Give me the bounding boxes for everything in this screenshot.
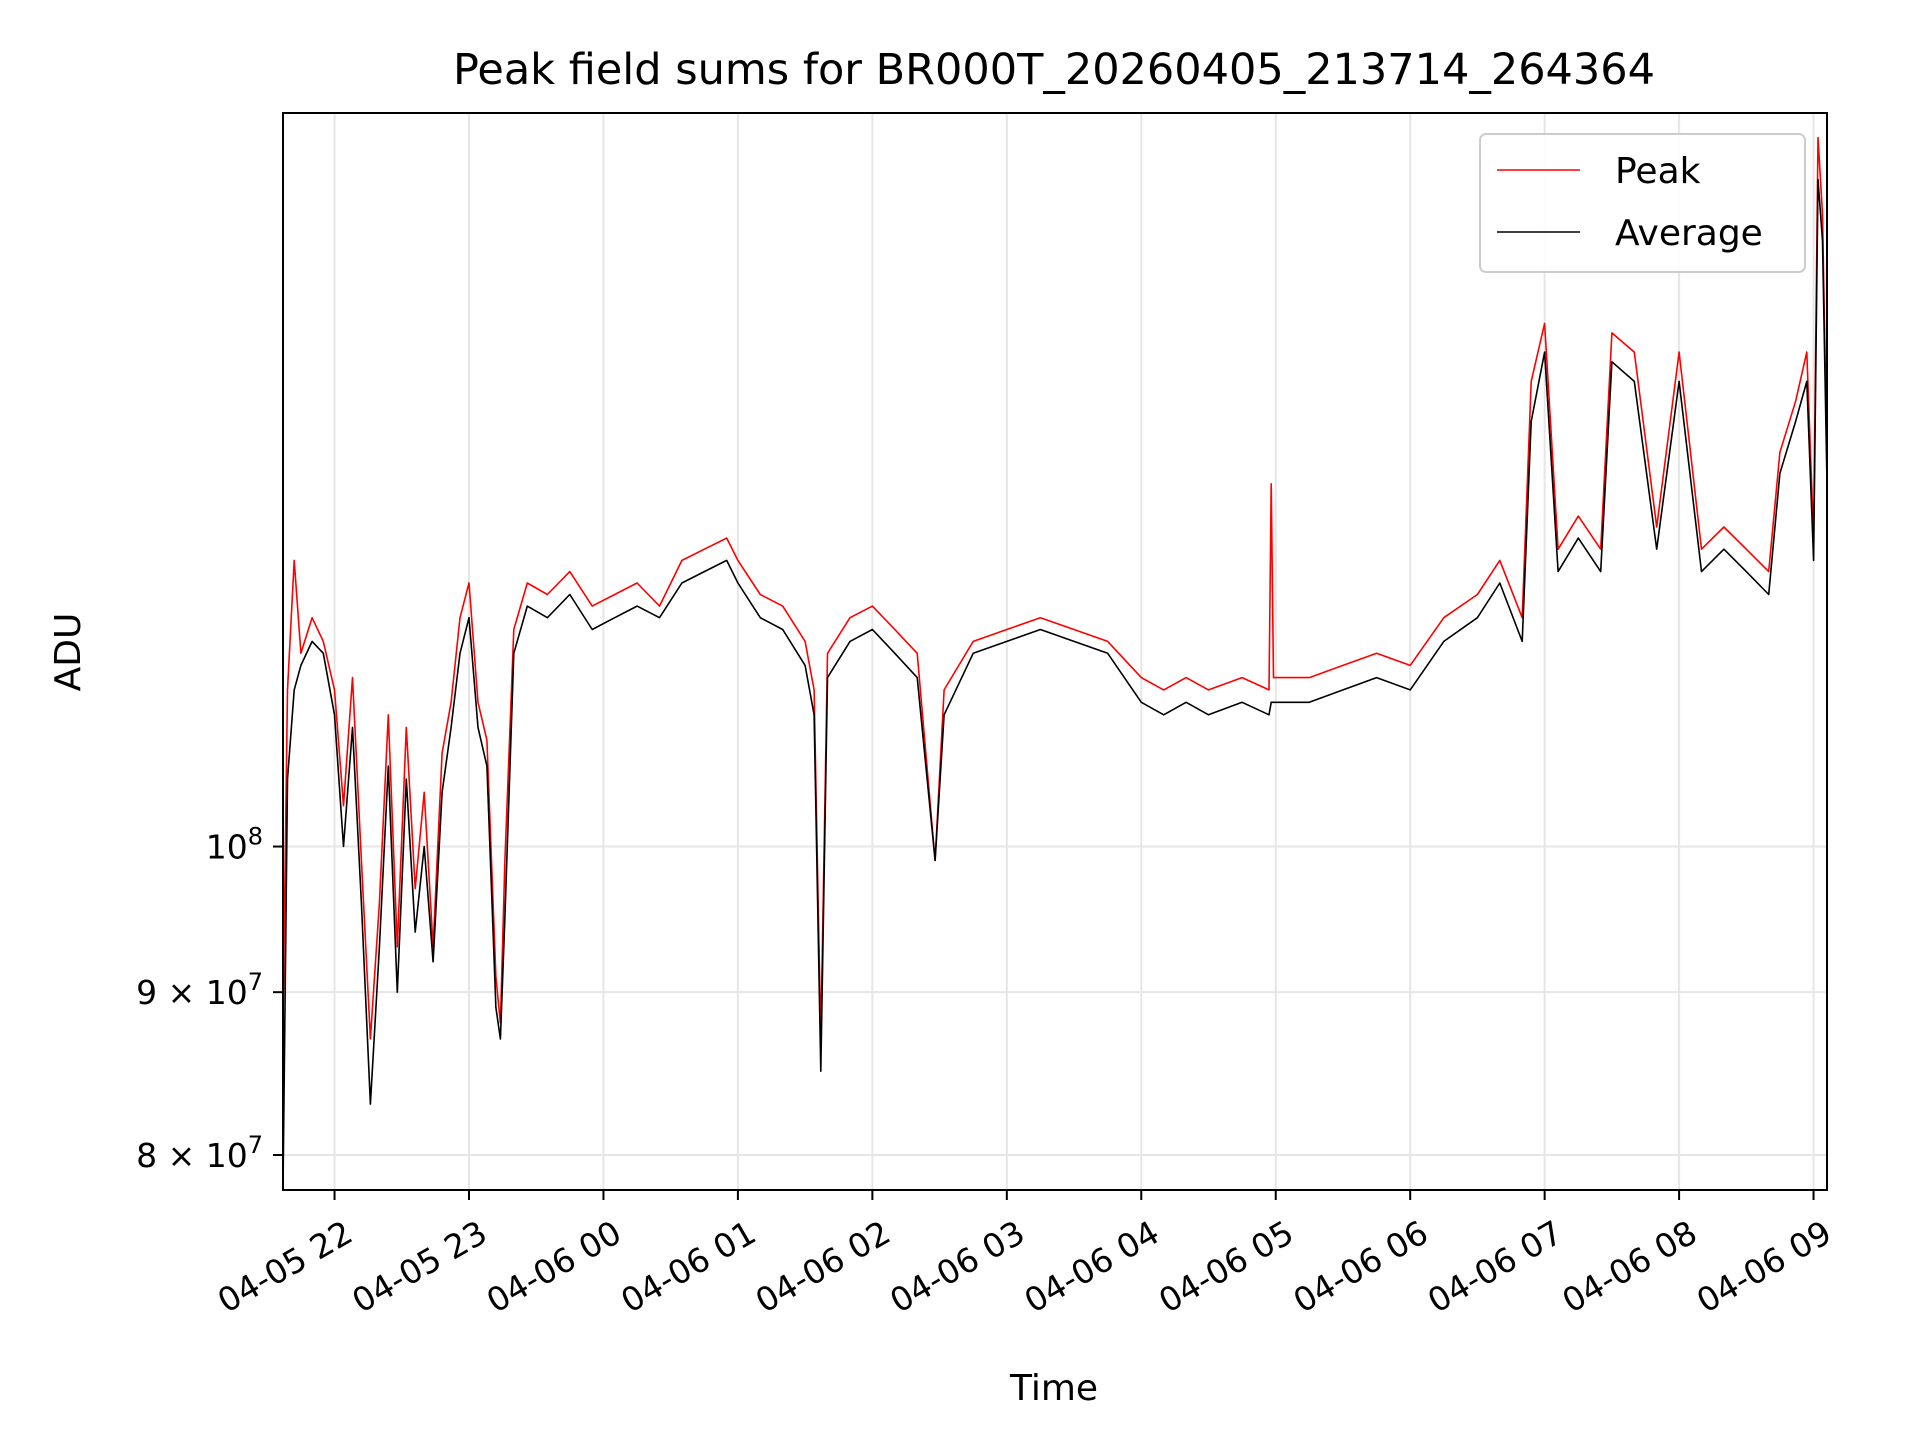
legend-box [1479,133,1806,273]
chart-title: Peak field sums for BR000T_20260405_2137… [453,45,1655,95]
y-tick-label: 9 × 107 [136,968,263,1012]
plot-frame [282,112,1828,1191]
legend-peak-label: Peak [1615,151,1701,192]
x-axis-label: Time [1009,1368,1098,1409]
legend: Peak Average [1479,133,1806,273]
legend-average-label: Average [1615,213,1763,254]
series-line-peak [282,136,1828,1040]
series-layer [282,136,1828,1191]
y-axis: 8 × 107 9 × 107 108 [136,823,283,1175]
y-tick-label: 108 [206,823,263,867]
y-tick-label: 8 × 107 [136,1131,263,1175]
grid-layer [283,113,1827,1190]
y-axis-label: ADU [48,613,89,692]
series-line-average [282,178,1828,1191]
